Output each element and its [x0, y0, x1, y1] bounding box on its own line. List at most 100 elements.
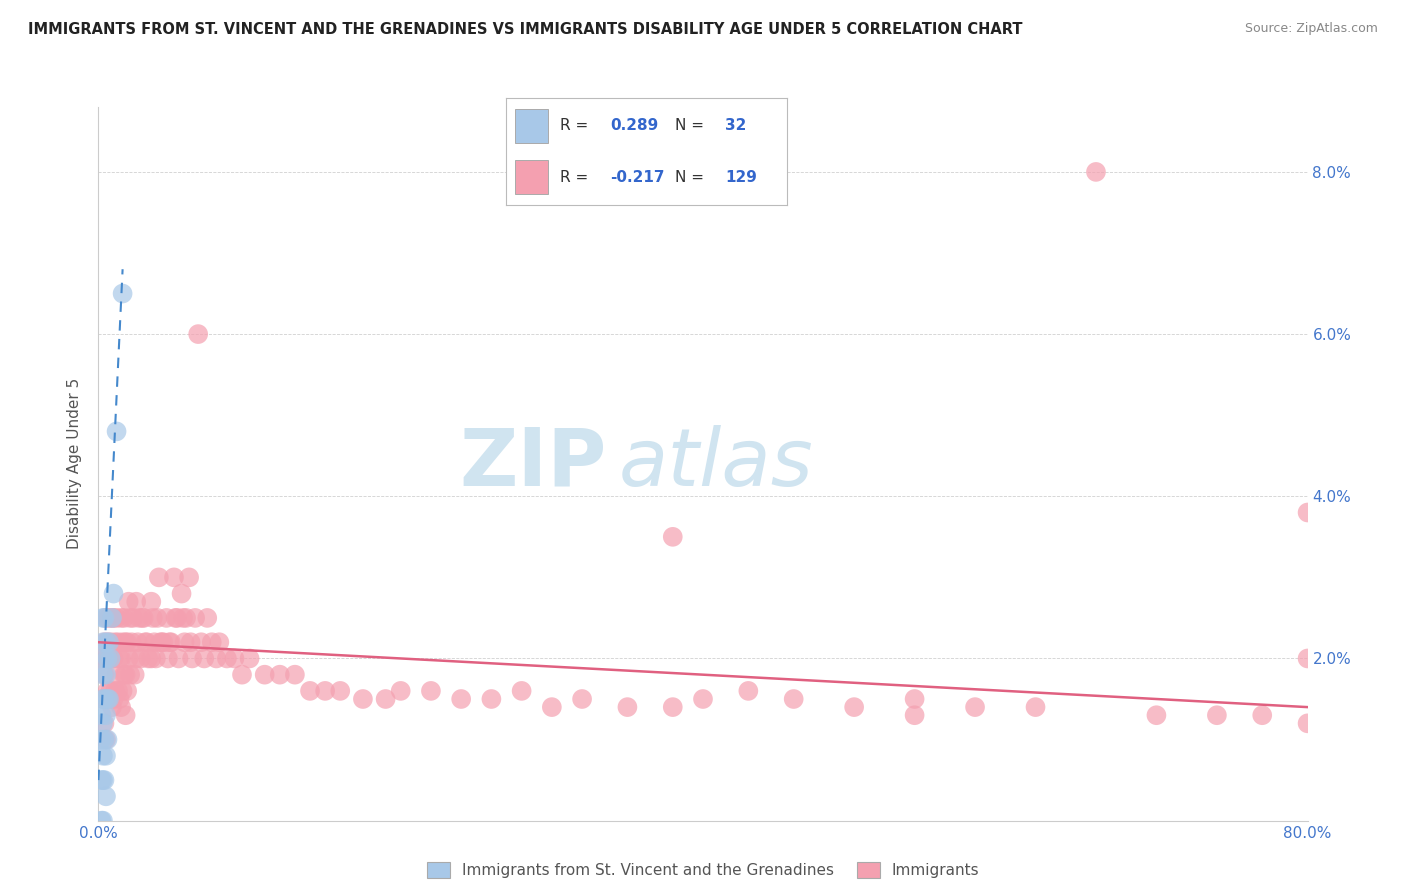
Point	[105, 425, 128, 439]
Point	[101, 611, 124, 625]
Point	[98, 651, 121, 665]
Point	[180, 635, 202, 649]
Point	[120, 667, 142, 681]
Point	[127, 635, 149, 649]
Point	[224, 651, 246, 665]
Point	[93, 716, 115, 731]
Point	[135, 635, 157, 649]
Point	[96, 732, 118, 747]
Point	[94, 789, 117, 804]
Point	[98, 692, 121, 706]
Point	[91, 611, 114, 625]
Point	[122, 611, 145, 625]
Point	[96, 692, 118, 706]
Point	[965, 700, 987, 714]
Point	[112, 667, 135, 681]
Point	[134, 635, 156, 649]
Point	[149, 635, 172, 649]
Point	[156, 651, 179, 665]
Point	[329, 684, 352, 698]
Text: -0.217: -0.217	[610, 169, 665, 185]
Point	[904, 692, 927, 706]
Point	[98, 611, 121, 625]
Point	[91, 748, 114, 763]
Point	[124, 667, 146, 681]
Point	[114, 667, 136, 681]
Point	[101, 651, 124, 665]
Point	[510, 684, 533, 698]
Point	[132, 611, 155, 625]
Point	[107, 635, 129, 649]
Point	[121, 635, 143, 649]
Point	[96, 651, 118, 665]
Point	[155, 611, 177, 625]
Point	[145, 651, 167, 665]
Point	[208, 635, 231, 649]
Point	[540, 700, 562, 714]
Point	[114, 708, 136, 723]
Point	[352, 692, 374, 706]
Point	[98, 692, 121, 706]
Point	[108, 651, 131, 665]
Point	[692, 692, 714, 706]
Point	[783, 692, 806, 706]
Point	[187, 327, 209, 342]
Point	[173, 635, 195, 649]
Point	[737, 684, 759, 698]
Point	[114, 635, 136, 649]
Point	[231, 667, 253, 681]
Point	[1144, 708, 1167, 723]
Point	[108, 692, 131, 706]
Point	[93, 651, 115, 665]
Point	[93, 692, 115, 706]
Point	[104, 635, 127, 649]
Point	[91, 692, 114, 706]
Text: N =: N =	[675, 169, 709, 185]
Point	[120, 611, 142, 625]
Point	[94, 732, 117, 747]
Point	[179, 570, 201, 584]
Point	[125, 595, 148, 609]
Point	[90, 732, 112, 747]
Point	[118, 651, 141, 665]
Point	[94, 748, 117, 763]
Point	[253, 667, 276, 681]
Point	[128, 611, 150, 625]
Point	[94, 692, 117, 706]
Point	[91, 651, 114, 665]
Point	[150, 635, 173, 649]
Point	[91, 692, 114, 706]
Point	[152, 635, 174, 649]
Point	[131, 611, 153, 625]
Point	[1296, 716, 1319, 731]
Point	[96, 635, 118, 649]
Point	[195, 611, 218, 625]
Point	[174, 611, 197, 625]
Point	[111, 684, 134, 698]
Point	[1296, 506, 1319, 520]
Point	[91, 773, 114, 788]
Point	[163, 570, 186, 584]
Point	[374, 692, 396, 706]
Text: 32: 32	[725, 119, 747, 134]
Point	[299, 684, 322, 698]
Point	[141, 595, 163, 609]
Point	[239, 651, 262, 665]
Point	[389, 684, 412, 698]
Point	[159, 635, 181, 649]
Text: 129: 129	[725, 169, 758, 185]
Text: IMMIGRANTS FROM ST. VINCENT AND THE GRENADINES VS IMMIGRANTS DISABILITY AGE UNDE: IMMIGRANTS FROM ST. VINCENT AND THE GREN…	[28, 22, 1022, 37]
Point	[215, 651, 238, 665]
Point	[125, 651, 148, 665]
Point	[101, 700, 124, 714]
Point	[90, 773, 112, 788]
Point	[100, 635, 122, 649]
Point	[1296, 651, 1319, 665]
Point	[193, 651, 215, 665]
Point	[571, 692, 593, 706]
Point	[93, 667, 115, 681]
Text: ZIP: ZIP	[458, 425, 606, 503]
Text: R =: R =	[560, 119, 593, 134]
Point	[1251, 708, 1274, 723]
Point	[110, 700, 132, 714]
